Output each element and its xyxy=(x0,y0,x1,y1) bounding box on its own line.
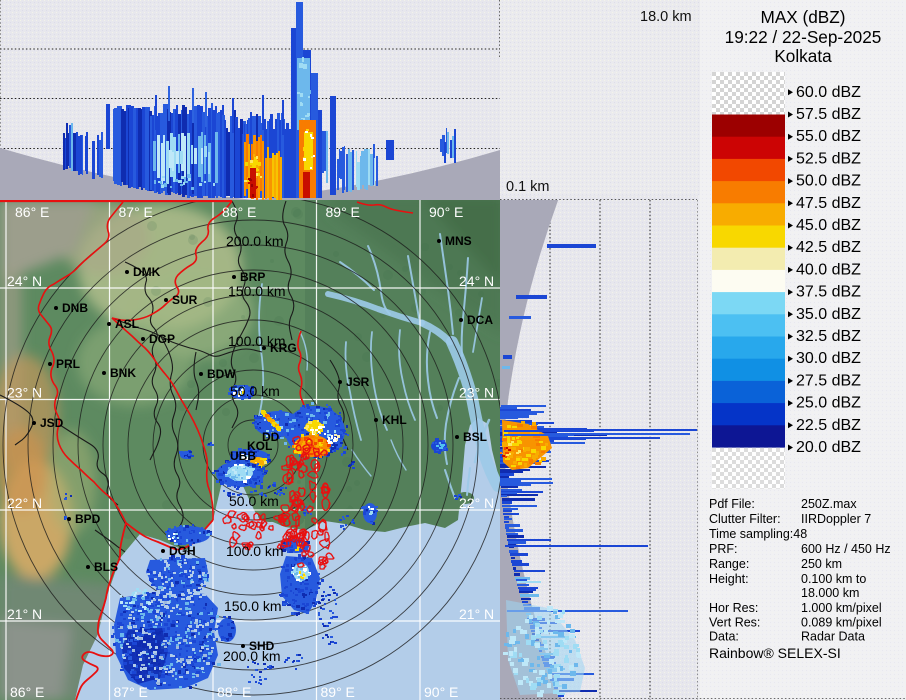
svg-text:BLS: BLS xyxy=(94,560,118,574)
svg-text:Time sampling:48: Time sampling:48 xyxy=(709,527,807,541)
svg-text:BNK: BNK xyxy=(110,366,136,380)
svg-text:19:22 / 22-Sep-2025: 19:22 / 22-Sep-2025 xyxy=(725,27,882,47)
svg-text:1.000 km/pixel: 1.000 km/pixel xyxy=(801,601,882,615)
svg-text:86° E: 86° E xyxy=(15,204,49,220)
svg-text:IIRDoppler 7: IIRDoppler 7 xyxy=(801,512,871,526)
svg-text:Radar Data: Radar Data xyxy=(801,630,865,644)
svg-text:Height:: Height: xyxy=(709,572,749,586)
svg-text:27.5 dBZ: 27.5 dBZ xyxy=(796,372,861,389)
svg-text:21° N: 21° N xyxy=(7,606,42,622)
svg-text:57.5 dBZ: 57.5 dBZ xyxy=(796,106,861,123)
svg-text:60.0 dBZ: 60.0 dBZ xyxy=(796,84,861,101)
svg-text:DGP: DGP xyxy=(149,332,175,346)
svg-text:22.5 dBZ: 22.5 dBZ xyxy=(796,417,861,434)
svg-text:23° N: 23° N xyxy=(7,385,42,401)
svg-text:87° E: 87° E xyxy=(119,204,153,220)
svg-text:52.5 dBZ: 52.5 dBZ xyxy=(796,150,861,167)
svg-text:DMK: DMK xyxy=(133,265,161,279)
svg-text:JSD: JSD xyxy=(40,416,64,430)
svg-text:24° N: 24° N xyxy=(7,273,42,289)
svg-text:50.0 km: 50.0 km xyxy=(230,383,280,399)
svg-text:Hor Res:: Hor Res: xyxy=(709,601,758,615)
svg-text:DD: DD xyxy=(262,430,280,444)
svg-text:Clutter Filter:: Clutter Filter: xyxy=(709,512,781,526)
svg-text:47.5 dBZ: 47.5 dBZ xyxy=(796,195,861,212)
svg-text:0.100 km to: 0.100 km to xyxy=(801,572,866,586)
svg-text:35.0 dBZ: 35.0 dBZ xyxy=(796,306,861,323)
svg-text:Kolkata: Kolkata xyxy=(774,46,832,66)
svg-text:BDW: BDW xyxy=(207,367,236,381)
svg-text:50.0 km: 50.0 km xyxy=(229,493,279,509)
svg-text:22° N: 22° N xyxy=(459,495,494,511)
svg-text:JSR: JSR xyxy=(346,375,370,389)
svg-text:90° E: 90° E xyxy=(429,204,463,220)
svg-text:DCA: DCA xyxy=(467,313,493,327)
svg-text:DNB: DNB xyxy=(62,301,88,315)
svg-text:UBB: UBB xyxy=(230,449,256,463)
svg-text:0.1 km: 0.1 km xyxy=(506,179,550,195)
svg-text:BSL: BSL xyxy=(463,430,487,444)
svg-text:250Z.max: 250Z.max xyxy=(801,497,857,511)
svg-text:86° E: 86° E xyxy=(10,684,44,700)
svg-text:KOL: KOL xyxy=(247,439,272,453)
svg-text:200.0 km: 200.0 km xyxy=(226,233,284,249)
svg-text:MAX (dBZ): MAX (dBZ) xyxy=(761,7,846,27)
svg-text:BPD: BPD xyxy=(75,512,101,526)
svg-text:23° N: 23° N xyxy=(459,385,494,401)
svg-text:32.5 dBZ: 32.5 dBZ xyxy=(796,328,861,345)
svg-text:21° N: 21° N xyxy=(459,606,494,622)
svg-text:89° E: 89° E xyxy=(326,204,360,220)
svg-text:89° E: 89° E xyxy=(321,684,355,700)
svg-text:150.0 km: 150.0 km xyxy=(228,283,286,299)
svg-text:40.0 dBZ: 40.0 dBZ xyxy=(796,261,861,278)
svg-text:24° N: 24° N xyxy=(459,273,494,289)
svg-text:BRP: BRP xyxy=(240,270,265,284)
svg-text:42.5 dBZ: 42.5 dBZ xyxy=(796,239,861,256)
svg-text:18.000 km: 18.000 km xyxy=(801,586,859,600)
svg-text:45.0 dBZ: 45.0 dBZ xyxy=(796,217,861,234)
svg-text:50.0 dBZ: 50.0 dBZ xyxy=(796,173,861,190)
svg-text:PRF:: PRF: xyxy=(709,542,737,556)
svg-text:90° E: 90° E xyxy=(424,684,458,700)
svg-text:30.0 dBZ: 30.0 dBZ xyxy=(796,350,861,367)
svg-text:Data:: Data: xyxy=(709,630,739,644)
svg-text:25.0 dBZ: 25.0 dBZ xyxy=(796,395,861,412)
svg-text:Pdf File:: Pdf File: xyxy=(709,497,755,511)
svg-text:Range:: Range: xyxy=(709,557,749,571)
svg-text:250 km: 250 km xyxy=(801,557,842,571)
svg-text:MNS: MNS xyxy=(445,234,472,248)
svg-text:55.0 dBZ: 55.0 dBZ xyxy=(796,128,861,145)
svg-text:100.0 km: 100.0 km xyxy=(226,543,284,559)
svg-text:37.5 dBZ: 37.5 dBZ xyxy=(796,284,861,301)
svg-text:KRG: KRG xyxy=(270,341,297,355)
svg-text:PRL: PRL xyxy=(56,357,80,371)
svg-text:20.0 dBZ: 20.0 dBZ xyxy=(796,439,861,456)
svg-text:SUR: SUR xyxy=(172,293,198,307)
svg-text:SHD: SHD xyxy=(249,639,275,653)
svg-text:Vert Res:: Vert Res: xyxy=(709,616,760,630)
svg-text:KHL: KHL xyxy=(382,413,407,427)
svg-text:87° E: 87° E xyxy=(114,684,148,700)
svg-text:100.0 km: 100.0 km xyxy=(228,333,286,349)
svg-text:18.0 km: 18.0 km xyxy=(640,9,692,25)
svg-text:200.0 km: 200.0 km xyxy=(223,648,281,664)
svg-text:ASL: ASL xyxy=(115,317,139,331)
svg-text:0.089 km/pixel: 0.089 km/pixel xyxy=(801,616,882,630)
svg-text:DGH: DGH xyxy=(169,544,196,558)
svg-text:150.0 km: 150.0 km xyxy=(224,598,282,614)
svg-text:22° N: 22° N xyxy=(7,495,42,511)
svg-text:88° E: 88° E xyxy=(217,684,251,700)
svg-text:88° E: 88° E xyxy=(222,204,256,220)
svg-text:600 Hz / 450 Hz: 600 Hz / 450 Hz xyxy=(801,542,891,556)
svg-text:Rainbow® SELEX-SI: Rainbow® SELEX-SI xyxy=(709,645,841,661)
